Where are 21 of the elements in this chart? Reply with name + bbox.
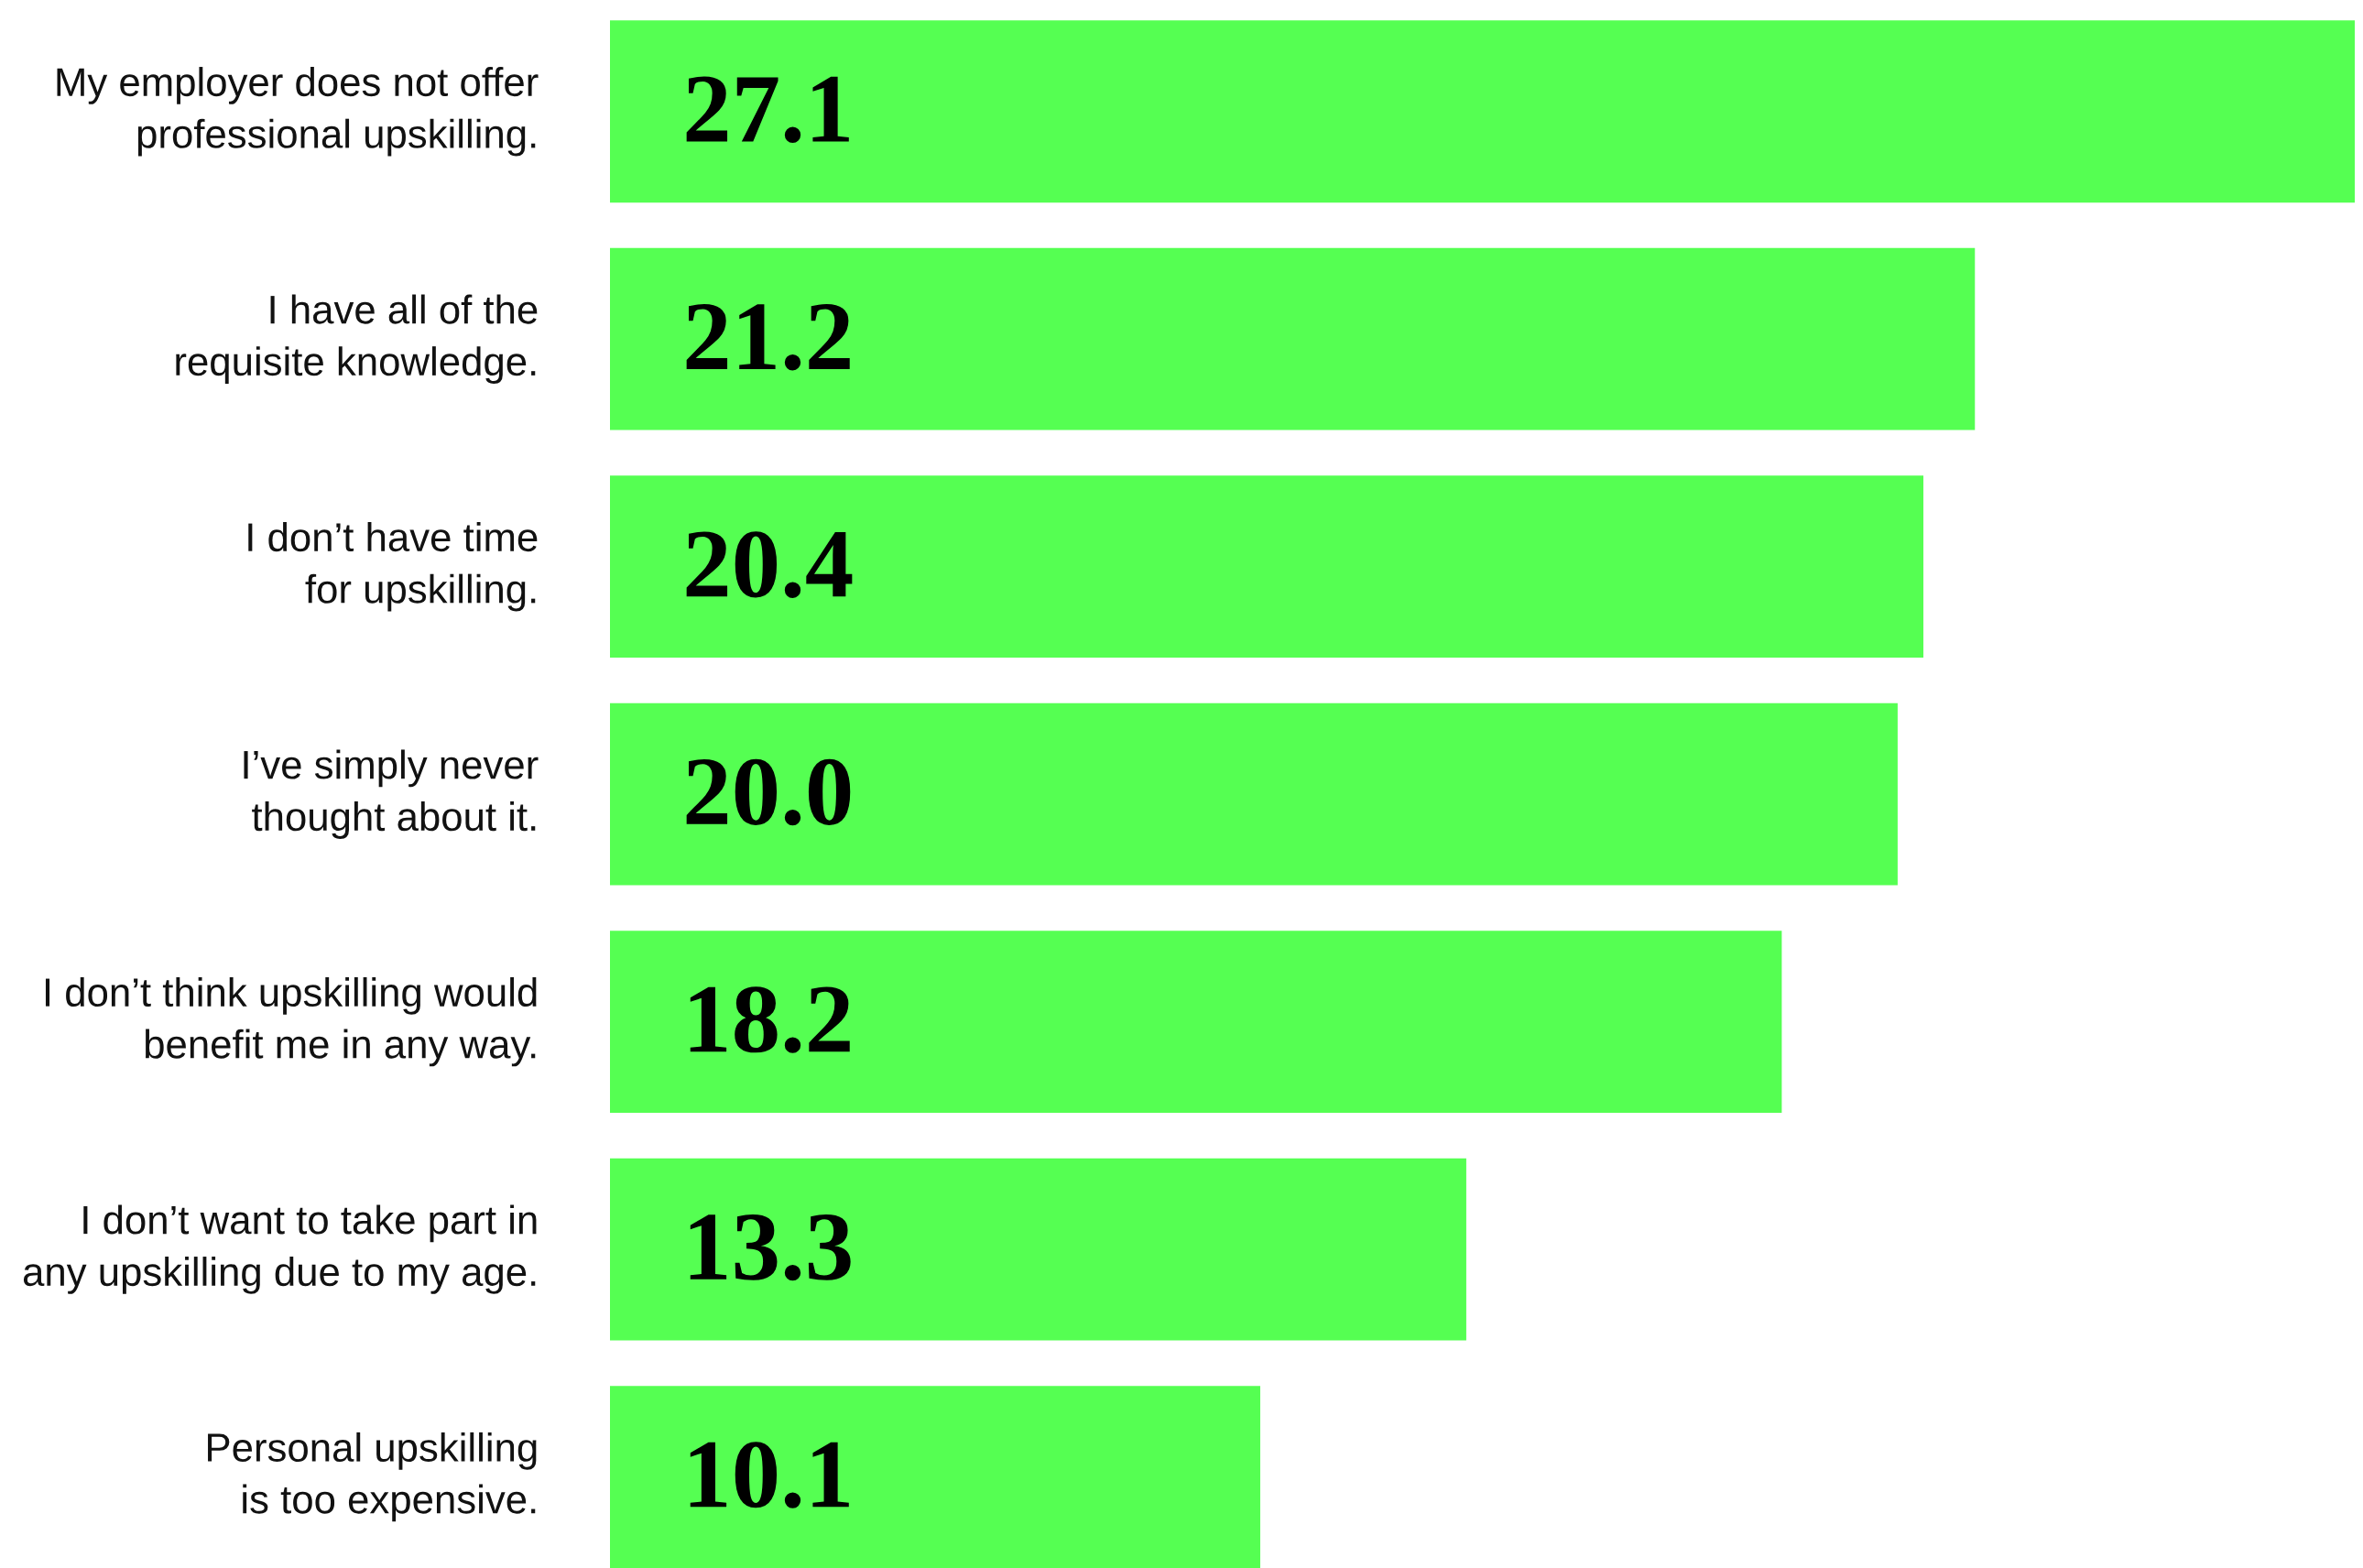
data-label: 10.1: [690, 1442, 849, 1508]
y-tick-label: I have all of the requisite knowledge.: [176, 294, 538, 384]
bar: [610, 20, 2355, 203]
y-tick-label: I’ve simply never thought about it.: [244, 749, 539, 839]
data-label: 21.2: [686, 304, 850, 371]
y-tick-label: My employer does not offer professional upskilling.: [57, 67, 539, 157]
data-label: 13.3: [690, 1214, 851, 1281]
bar: [610, 247, 1976, 430]
bar: [610, 702, 1898, 886]
data-label: 18.2: [690, 986, 850, 1053]
data-label: 27.1: [686, 76, 849, 143]
y-tick-label: Personal upskilling is too expensive.: [208, 1432, 537, 1522]
y-tick-label: I don’t have time for upskilling.: [248, 522, 538, 612]
bar: [610, 475, 1924, 659]
bar: [610, 1158, 1466, 1341]
y-tick-label: I don’t think upskilling would benefit me in any way.: [45, 976, 537, 1067]
bar: [610, 931, 1782, 1114]
y-tick-label: I don’t want to take part in any upskilling due to my age.: [23, 1204, 537, 1294]
data-label: 20.0: [686, 758, 851, 826]
data-label: 20.4: [686, 531, 853, 598]
bar: [610, 1386, 1260, 1568]
